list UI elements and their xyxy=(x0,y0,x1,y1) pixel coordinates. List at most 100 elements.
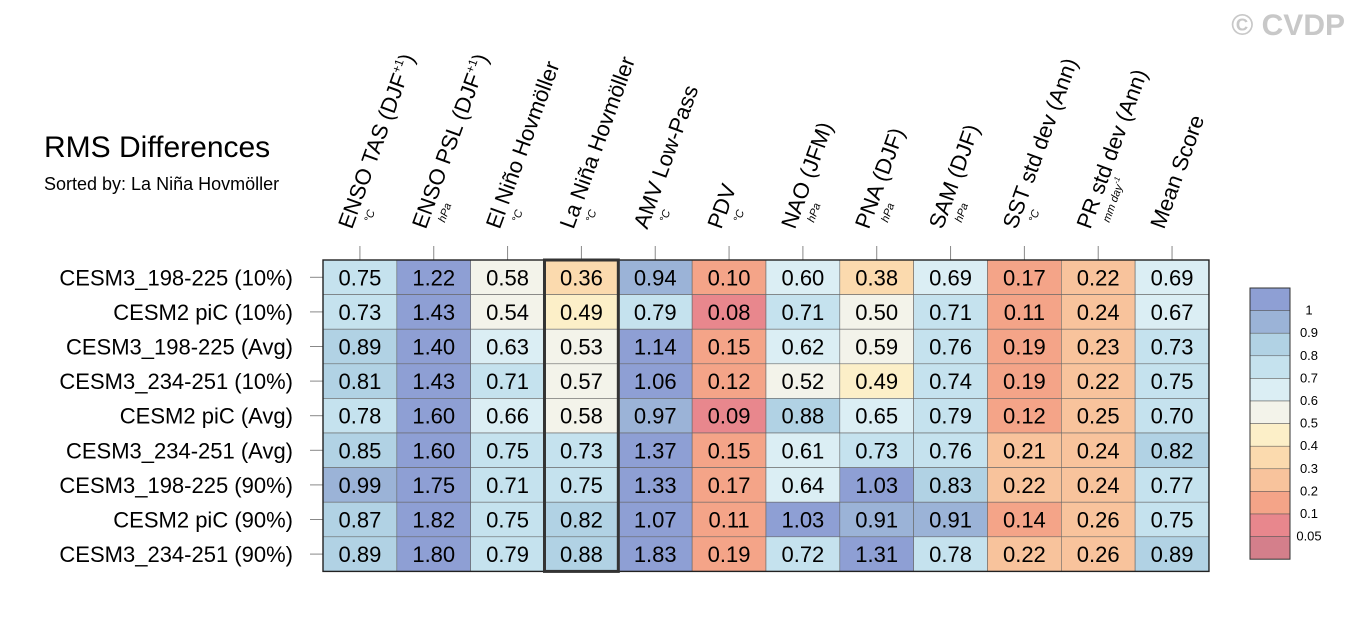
cell-value: 0.12 xyxy=(708,369,751,394)
colorbar-swatch xyxy=(1249,287,1291,311)
cell-value: 0.22 xyxy=(1003,542,1046,567)
cell-value: 1.14 xyxy=(634,335,677,360)
heatmap-cell xyxy=(618,467,693,503)
cell-value: 0.76 xyxy=(929,335,972,360)
cell-value: 1.37 xyxy=(634,438,677,463)
heatmap-cell xyxy=(544,259,619,295)
cell-value: 0.26 xyxy=(1077,508,1120,533)
cell-value: 0.15 xyxy=(708,335,751,360)
cell-value: 0.49 xyxy=(560,300,603,325)
heatmap-cell xyxy=(1061,467,1136,503)
cell-value: 0.69 xyxy=(929,265,972,290)
chart-subtitle: Sorted by: La Niña Hovmöller xyxy=(44,174,279,194)
heatmap-cell xyxy=(1134,363,1210,399)
cell-value: 0.75 xyxy=(486,438,529,463)
heatmap-cell xyxy=(839,536,914,572)
colorbar-border xyxy=(1249,287,1291,560)
cell-value: 0.85 xyxy=(339,438,382,463)
column-label: SST std dev (Ann) xyxy=(998,55,1083,232)
heatmap-cell xyxy=(544,467,619,503)
cell-value: 0.53 xyxy=(560,335,603,360)
row-label: CESM3_198-225 (Avg) xyxy=(66,335,293,360)
cell-value: 0.19 xyxy=(1003,369,1046,394)
column-label: PNA (DJF) xyxy=(850,124,909,231)
heatmap-cell xyxy=(691,398,767,434)
cell-value: 0.69 xyxy=(1151,265,1194,290)
heatmap-cell xyxy=(987,259,1062,295)
heatmap-cell xyxy=(1134,328,1210,365)
cell-value: 1.80 xyxy=(412,542,455,567)
chart-title: RMS Differences xyxy=(44,131,270,164)
heatmap-cell xyxy=(765,467,841,503)
colorbar-legend: 1 0.9 0.8 0.7 0.6 0.5 0.4 0.3 0.2 0.1 0.05 xyxy=(1249,287,1322,560)
cell-value: 0.97 xyxy=(634,404,677,429)
cell-value: 1.40 xyxy=(412,335,455,360)
cell-value: 0.91 xyxy=(929,508,972,533)
cell-value: 0.73 xyxy=(1151,335,1194,360)
heatmap-cell xyxy=(987,432,1062,468)
cell-value: 1.60 xyxy=(412,438,455,463)
colorbar-swatch xyxy=(1249,536,1291,560)
column-label: La Niña Hovmöller xyxy=(555,53,640,232)
cell-value: 0.63 xyxy=(486,335,529,360)
cell-value: 0.82 xyxy=(1151,438,1194,463)
heatmap-cell xyxy=(987,398,1062,434)
cell-value: 0.22 xyxy=(1077,369,1120,394)
colorbar-label: 0.5 xyxy=(1300,416,1318,431)
cell-value: 0.72 xyxy=(781,542,824,567)
cell-value: 0.74 xyxy=(929,369,972,394)
cell-value: 0.22 xyxy=(1077,265,1120,290)
cell-value: 0.65 xyxy=(855,404,898,429)
heatmap-cells: 0.75 1.22 0.58 0.36 0.94 0.10 0.60 0.38 0.69 0.17… xyxy=(322,258,1210,573)
heatmap-cell xyxy=(618,363,693,399)
cell-value: 0.24 xyxy=(1077,300,1120,325)
heatmap-cell xyxy=(618,398,693,434)
row-labels: CESM3_198-225 (10%) CESM2 piC (10%) CESM3_… xyxy=(59,265,323,567)
cell-value: 0.58 xyxy=(486,265,529,290)
cell-value: 0.64 xyxy=(781,473,824,498)
heatmap-cell xyxy=(322,294,398,330)
heatmap-cell xyxy=(765,259,841,295)
cell-value: 0.59 xyxy=(855,335,898,360)
cell-value: 0.10 xyxy=(708,265,751,290)
cell-value: 0.91 xyxy=(855,508,898,533)
cell-value: 1.22 xyxy=(412,265,455,290)
row-label: CESM2 piC (90%) xyxy=(113,508,293,533)
column-unit: °C xyxy=(510,208,526,224)
cell-value: 0.58 xyxy=(560,404,603,429)
cell-value: 0.11 xyxy=(708,508,749,533)
cell-value: 0.73 xyxy=(855,438,898,463)
heatmap-cell xyxy=(987,363,1062,399)
cell-value: 0.54 xyxy=(486,300,529,325)
cell-value: 0.50 xyxy=(855,300,898,325)
cell-value: 0.08 xyxy=(708,300,751,325)
heatmap-cell xyxy=(839,294,914,330)
colorbar-label: 0.9 xyxy=(1300,325,1318,340)
cell-value: 0.21 xyxy=(1003,438,1046,463)
cell-value: 0.24 xyxy=(1077,473,1120,498)
cell-value: 0.12 xyxy=(1003,404,1046,429)
colorbar-swatch xyxy=(1249,445,1291,470)
colorbar-label: 0.4 xyxy=(1300,438,1318,453)
cell-value: 0.76 xyxy=(929,438,972,463)
cell-value: 0.82 xyxy=(560,508,603,533)
cell-value: 0.79 xyxy=(486,542,529,567)
heatmap-cell xyxy=(765,328,841,365)
heatmap-cell xyxy=(691,259,767,295)
heatmap-cell xyxy=(765,294,841,330)
row-label: CESM3_234-251 (Avg) xyxy=(66,438,293,463)
cell-value: 0.78 xyxy=(339,404,382,429)
cell-value: 0.75 xyxy=(339,265,382,290)
cell-value: 0.70 xyxy=(1151,404,1194,429)
cell-value: 0.52 xyxy=(781,369,824,394)
cell-value: 0.89 xyxy=(339,542,382,567)
heatmap-cell xyxy=(322,398,398,434)
colorbar-label: 0.1 xyxy=(1300,506,1318,521)
heatmap-cell xyxy=(839,467,914,503)
cell-value: 0.60 xyxy=(781,265,824,290)
column-labels: ENSO TAS (DJF+1)°C ENSO PSL (DJF+1)hPa El … xyxy=(333,50,1209,260)
heatmap-cell xyxy=(765,501,841,538)
heatmap-cell xyxy=(987,536,1062,572)
heatmap-cell xyxy=(691,363,767,399)
